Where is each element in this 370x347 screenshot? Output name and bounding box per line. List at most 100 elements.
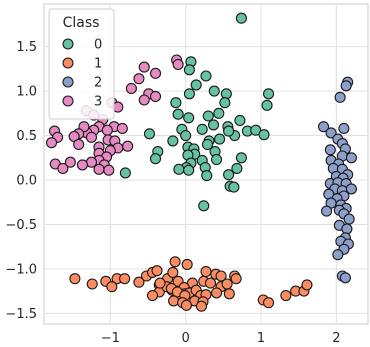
- data-point-class-3: [172, 58, 184, 70]
- data-point-class-1: [106, 281, 118, 293]
- x-tick-label: 1: [257, 331, 265, 346]
- y-tick-label: −1.5: [5, 307, 37, 322]
- data-point-class-1: [181, 258, 193, 270]
- data-point-class-0: [200, 70, 212, 82]
- data-point-class-0: [220, 88, 232, 100]
- data-point-class-2: [324, 144, 336, 156]
- data-point-class-2: [345, 152, 357, 164]
- data-point-class-3: [125, 82, 137, 94]
- data-point-class-1: [200, 266, 212, 278]
- data-point-class-1: [195, 300, 208, 312]
- data-point-class-0: [223, 125, 235, 137]
- data-point-class-0: [202, 110, 214, 122]
- x-tick-label: 0: [182, 331, 190, 346]
- data-point-class-0: [119, 167, 131, 179]
- data-point-class-0: [183, 64, 195, 76]
- data-points: [45, 12, 357, 312]
- legend-items: 0 1 2 3: [62, 38, 102, 110]
- data-point-class-2: [340, 80, 352, 92]
- data-point-class-0: [183, 88, 195, 100]
- data-point-class-1: [210, 287, 223, 299]
- data-point-class-1: [69, 273, 81, 285]
- data-point-class-0: [180, 130, 192, 142]
- data-point-class-2: [338, 122, 350, 134]
- data-point-class-1: [223, 288, 235, 300]
- data-point-class-1: [180, 299, 192, 311]
- data-point-class-3: [93, 163, 105, 175]
- data-point-class-1: [230, 273, 242, 285]
- data-point-class-0: [207, 119, 220, 131]
- legend-label-2: 2: [94, 76, 102, 91]
- legend-marker-0: [62, 38, 74, 50]
- data-point-class-0: [262, 88, 275, 100]
- data-point-class-0: [208, 85, 220, 97]
- data-point-class-3: [122, 140, 134, 152]
- data-point-class-3: [149, 67, 162, 79]
- data-point-class-1: [169, 256, 181, 268]
- legend-label-1: 1: [94, 57, 102, 72]
- data-point-class-0: [170, 97, 182, 109]
- data-point-class-1: [301, 279, 313, 291]
- data-point-class-0: [261, 99, 273, 111]
- data-point-class-0: [235, 152, 247, 164]
- legend-title: Class: [63, 15, 100, 31]
- data-point-class-1: [167, 266, 179, 278]
- data-point-class-2: [334, 91, 346, 103]
- data-point-class-0: [196, 123, 208, 135]
- data-point-class-0: [143, 128, 156, 140]
- data-point-class-0: [167, 135, 179, 147]
- data-point-class-3: [57, 162, 69, 174]
- data-point-class-0: [183, 112, 195, 124]
- data-point-class-0: [173, 163, 185, 175]
- data-point-class-0: [228, 181, 240, 193]
- data-point-class-0: [190, 79, 202, 91]
- y-tick-label: 0.5: [16, 129, 37, 144]
- data-point-class-1: [221, 278, 233, 290]
- data-point-class-3: [101, 124, 113, 136]
- x-tick-label: 2: [332, 331, 340, 346]
- data-point-class-0: [172, 108, 184, 120]
- data-point-class-2: [317, 121, 330, 133]
- data-point-class-0: [198, 200, 210, 212]
- data-point-class-0: [234, 114, 246, 126]
- y-tick-labels: −1.5 −1.0 −0.5 0.0 0.5 1.0 1.5: [5, 40, 37, 322]
- data-point-class-3: [76, 159, 88, 171]
- data-point-class-2: [325, 127, 337, 139]
- legend-marker-2: [62, 76, 74, 88]
- data-point-class-0: [183, 164, 195, 176]
- legend-marker-3: [62, 95, 74, 107]
- data-point-class-1: [86, 278, 98, 290]
- legend-marker-1: [62, 57, 74, 69]
- data-point-class-0: [201, 138, 214, 150]
- data-point-class-3: [45, 137, 58, 149]
- legend-box: [48, 8, 115, 120]
- y-tick-label: 0.0: [16, 174, 37, 189]
- data-point-class-1: [151, 265, 163, 277]
- data-point-class-2: [332, 249, 344, 261]
- data-point-class-3: [73, 138, 85, 150]
- y-tick-label: −1.0: [5, 262, 37, 277]
- data-point-class-3: [103, 164, 115, 176]
- data-point-class-3: [64, 156, 76, 168]
- data-point-class-0: [219, 97, 231, 109]
- data-point-class-3: [133, 73, 145, 85]
- x-tick-label: −1: [101, 331, 120, 346]
- data-point-class-3: [138, 94, 150, 106]
- data-point-class-3: [138, 61, 150, 73]
- y-tick-label: −0.5: [5, 218, 37, 233]
- data-point-class-2: [321, 205, 333, 217]
- data-point-class-0: [201, 170, 213, 182]
- x-tick-labels: −1 0 1 2: [101, 331, 341, 346]
- data-point-class-0: [214, 133, 226, 145]
- data-point-class-0: [235, 12, 247, 24]
- data-point-class-0: [210, 154, 223, 166]
- data-point-class-0: [149, 153, 162, 165]
- data-point-class-1: [154, 277, 166, 289]
- data-point-class-1: [119, 273, 131, 285]
- data-point-class-0: [231, 162, 243, 174]
- data-point-class-3: [149, 90, 162, 102]
- data-point-class-1: [204, 277, 217, 289]
- legend: Class 0 1 2 3: [48, 8, 115, 120]
- data-point-class-2: [345, 183, 357, 195]
